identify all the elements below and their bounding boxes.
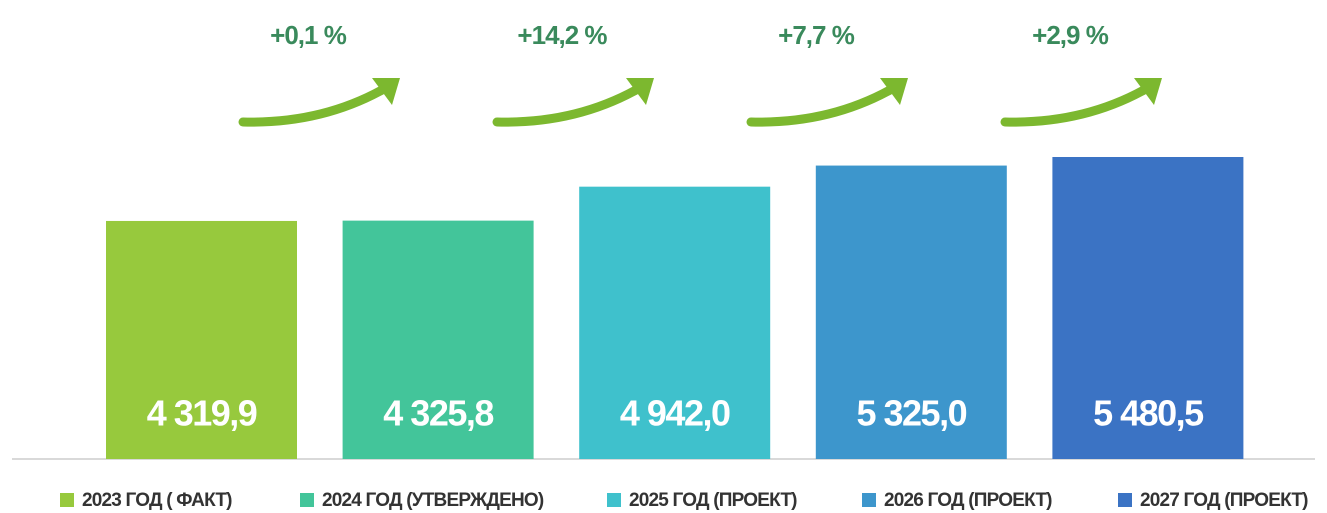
value-label: 5 325,0 bbox=[856, 393, 966, 434]
growth-label: +2,9 % bbox=[1032, 20, 1109, 50]
bar bbox=[1052, 157, 1244, 459]
legend-swatch bbox=[60, 493, 74, 507]
arrow-head bbox=[880, 78, 908, 105]
arrow-head bbox=[626, 78, 654, 105]
value-label: 4 325,8 bbox=[383, 393, 493, 434]
arrow-head bbox=[372, 78, 400, 105]
arrow-head bbox=[1134, 78, 1162, 105]
value-label: 4 319,9 bbox=[147, 393, 257, 434]
value-label: 5 480,5 bbox=[1093, 393, 1204, 434]
growth-label: +7,7 % bbox=[778, 20, 855, 50]
arrow-shaft bbox=[238, 85, 387, 127]
growth-label: +14,2 % bbox=[517, 20, 607, 50]
legend-label: 2027 ГОД (ПРОЕКТ) bbox=[1140, 490, 1308, 511]
bar bbox=[579, 186, 771, 459]
growth-label: +0,1 % bbox=[270, 20, 347, 50]
value-label: 4 942,0 bbox=[620, 393, 730, 434]
legend-label: 2023 ГОД ( ФАКТ) bbox=[82, 490, 232, 511]
legend-label: 2026 ГОД (ПРОЕКТ) bbox=[884, 490, 1052, 511]
legend-swatch bbox=[300, 493, 314, 507]
arrow-shaft bbox=[492, 85, 641, 127]
legend-swatch bbox=[1118, 493, 1132, 507]
bar bbox=[106, 220, 297, 459]
bar bbox=[342, 220, 534, 459]
legend-swatch bbox=[607, 493, 621, 507]
bar bbox=[815, 165, 1007, 460]
legend-label: 2024 ГОД (УТВЕРЖДЕНО) bbox=[322, 490, 544, 511]
legend-label: 2025 ГОД (ПРОЕКТ) bbox=[629, 490, 797, 511]
arrow-shaft bbox=[746, 85, 895, 127]
arrow-shaft bbox=[1000, 85, 1149, 127]
legend-swatch bbox=[862, 493, 876, 507]
